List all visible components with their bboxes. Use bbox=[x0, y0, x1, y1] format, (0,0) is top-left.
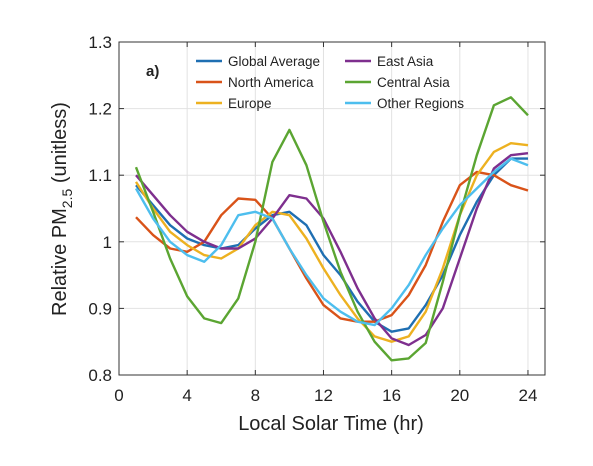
x-tick-label: 12 bbox=[314, 386, 333, 405]
x-tick-label: 8 bbox=[251, 386, 260, 405]
y-tick-label: 1.3 bbox=[88, 33, 112, 52]
x-tick-label: 4 bbox=[182, 386, 191, 405]
x-axis-title: Local Solar Time (hr) bbox=[238, 413, 424, 435]
plot-frame bbox=[118, 41, 546, 376]
legend: Global Average North America Europe East As… bbox=[196, 54, 464, 111]
legend-label: East Asia bbox=[377, 54, 434, 69]
x-tick-label: 20 bbox=[450, 386, 469, 405]
panel-label: a) bbox=[146, 63, 159, 80]
x-axis-ticks: 0 4 8 12 16 20 24 bbox=[114, 42, 537, 405]
series-line-east-asia bbox=[135, 152, 529, 347]
series-line-north-america bbox=[135, 170, 529, 323]
y-tick-label: 1.2 bbox=[88, 100, 112, 119]
series-line-central-asia bbox=[134, 96, 529, 362]
legend-label: Global Average bbox=[228, 54, 320, 69]
y-axis-title-subscript: 2.5 bbox=[59, 189, 75, 209]
legend-label: Europe bbox=[228, 96, 272, 111]
series-lines bbox=[134, 96, 529, 362]
y-tick-label: 0.9 bbox=[88, 299, 112, 318]
y-tick-label: 1.1 bbox=[88, 166, 112, 185]
grid bbox=[118, 41, 545, 376]
legend-label: Other Regions bbox=[377, 96, 464, 111]
y-tick-label: 0.8 bbox=[88, 366, 112, 385]
x-tick-label: 24 bbox=[518, 386, 537, 405]
y-axis-title: Relative PM2.5 (unitless) bbox=[49, 102, 75, 316]
legend-label: North America bbox=[228, 75, 314, 90]
legend-label: Central Asia bbox=[377, 75, 450, 90]
y-axis-title-units: (unitless) bbox=[49, 102, 71, 189]
series-line-other-regions bbox=[134, 157, 529, 327]
y-axis-ticks: 0.8 0.9 1 1.1 1.2 1.3 bbox=[88, 33, 545, 385]
x-tick-label: 0 bbox=[114, 386, 123, 405]
x-tick-label: 16 bbox=[382, 386, 401, 405]
y-tick-label: 1 bbox=[103, 233, 112, 252]
y-axis-title-main: Relative PM bbox=[49, 208, 71, 316]
